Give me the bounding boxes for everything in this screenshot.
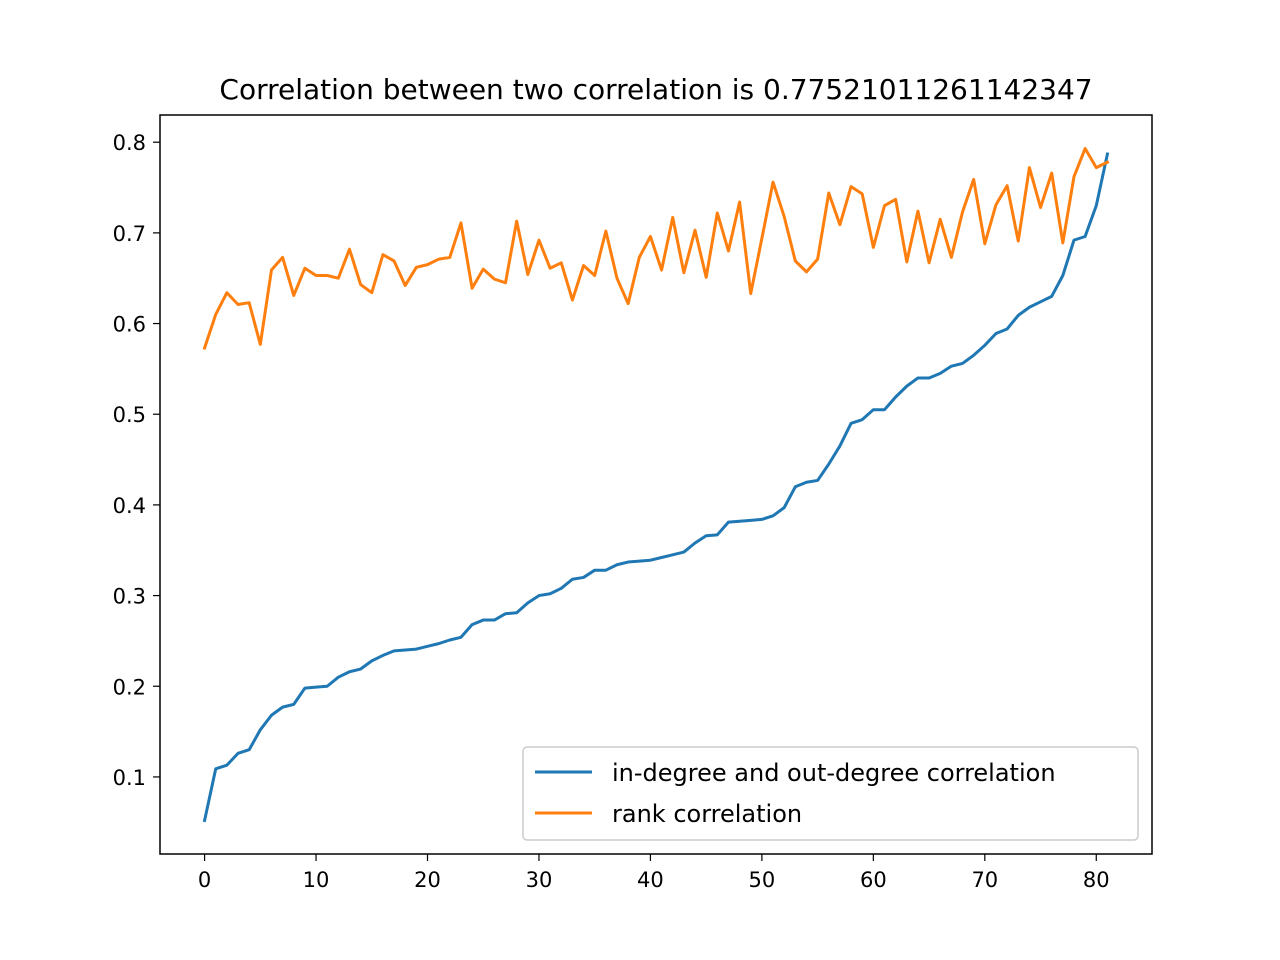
chart-title: Correlation between two correlation is 0… — [219, 73, 1092, 106]
x-tick-label: 0 — [198, 868, 211, 892]
x-tick-label: 20 — [414, 868, 441, 892]
x-tick-label: 40 — [637, 868, 664, 892]
y-tick-label: 0.7 — [113, 222, 146, 246]
plot-area — [159, 114, 1153, 855]
legend-label-rank: rank correlation — [612, 800, 802, 828]
y-tick-label: 0.3 — [113, 585, 146, 609]
series-line-1 — [202, 147, 1110, 350]
y-tick-label: 0.8 — [113, 131, 146, 155]
series-layer — [202, 147, 1110, 823]
x-tick-label: 10 — [303, 868, 330, 892]
y-tick-label: 0.4 — [113, 494, 146, 518]
y-tick-label: 0.6 — [113, 313, 146, 337]
x-axis: 0 10 20 30 40 50 60 70 80 — [198, 854, 1110, 892]
series-line-0 — [202, 152, 1110, 823]
x-tick-label: 50 — [749, 868, 776, 892]
x-tick-label: 60 — [860, 868, 887, 892]
legend-label-in-degree: in-degree and out-degree correlation — [612, 759, 1056, 787]
y-axis: 0.1 0.2 0.3 0.4 0.5 0.6 0.7 0.8 — [113, 131, 160, 790]
legend: in-degree and out-degree correlation ran… — [522, 746, 1139, 841]
y-tick-label: 0.2 — [113, 675, 146, 699]
x-tick-label: 70 — [971, 868, 998, 892]
axes-background — [160, 115, 1152, 854]
x-tick-label: 30 — [526, 868, 553, 892]
x-tick-label: 80 — [1083, 868, 1110, 892]
y-tick-label: 0.1 — [113, 766, 146, 790]
legend-box — [522, 746, 1139, 841]
axes-frame — [159, 114, 1153, 855]
y-tick-label: 0.5 — [113, 403, 146, 427]
